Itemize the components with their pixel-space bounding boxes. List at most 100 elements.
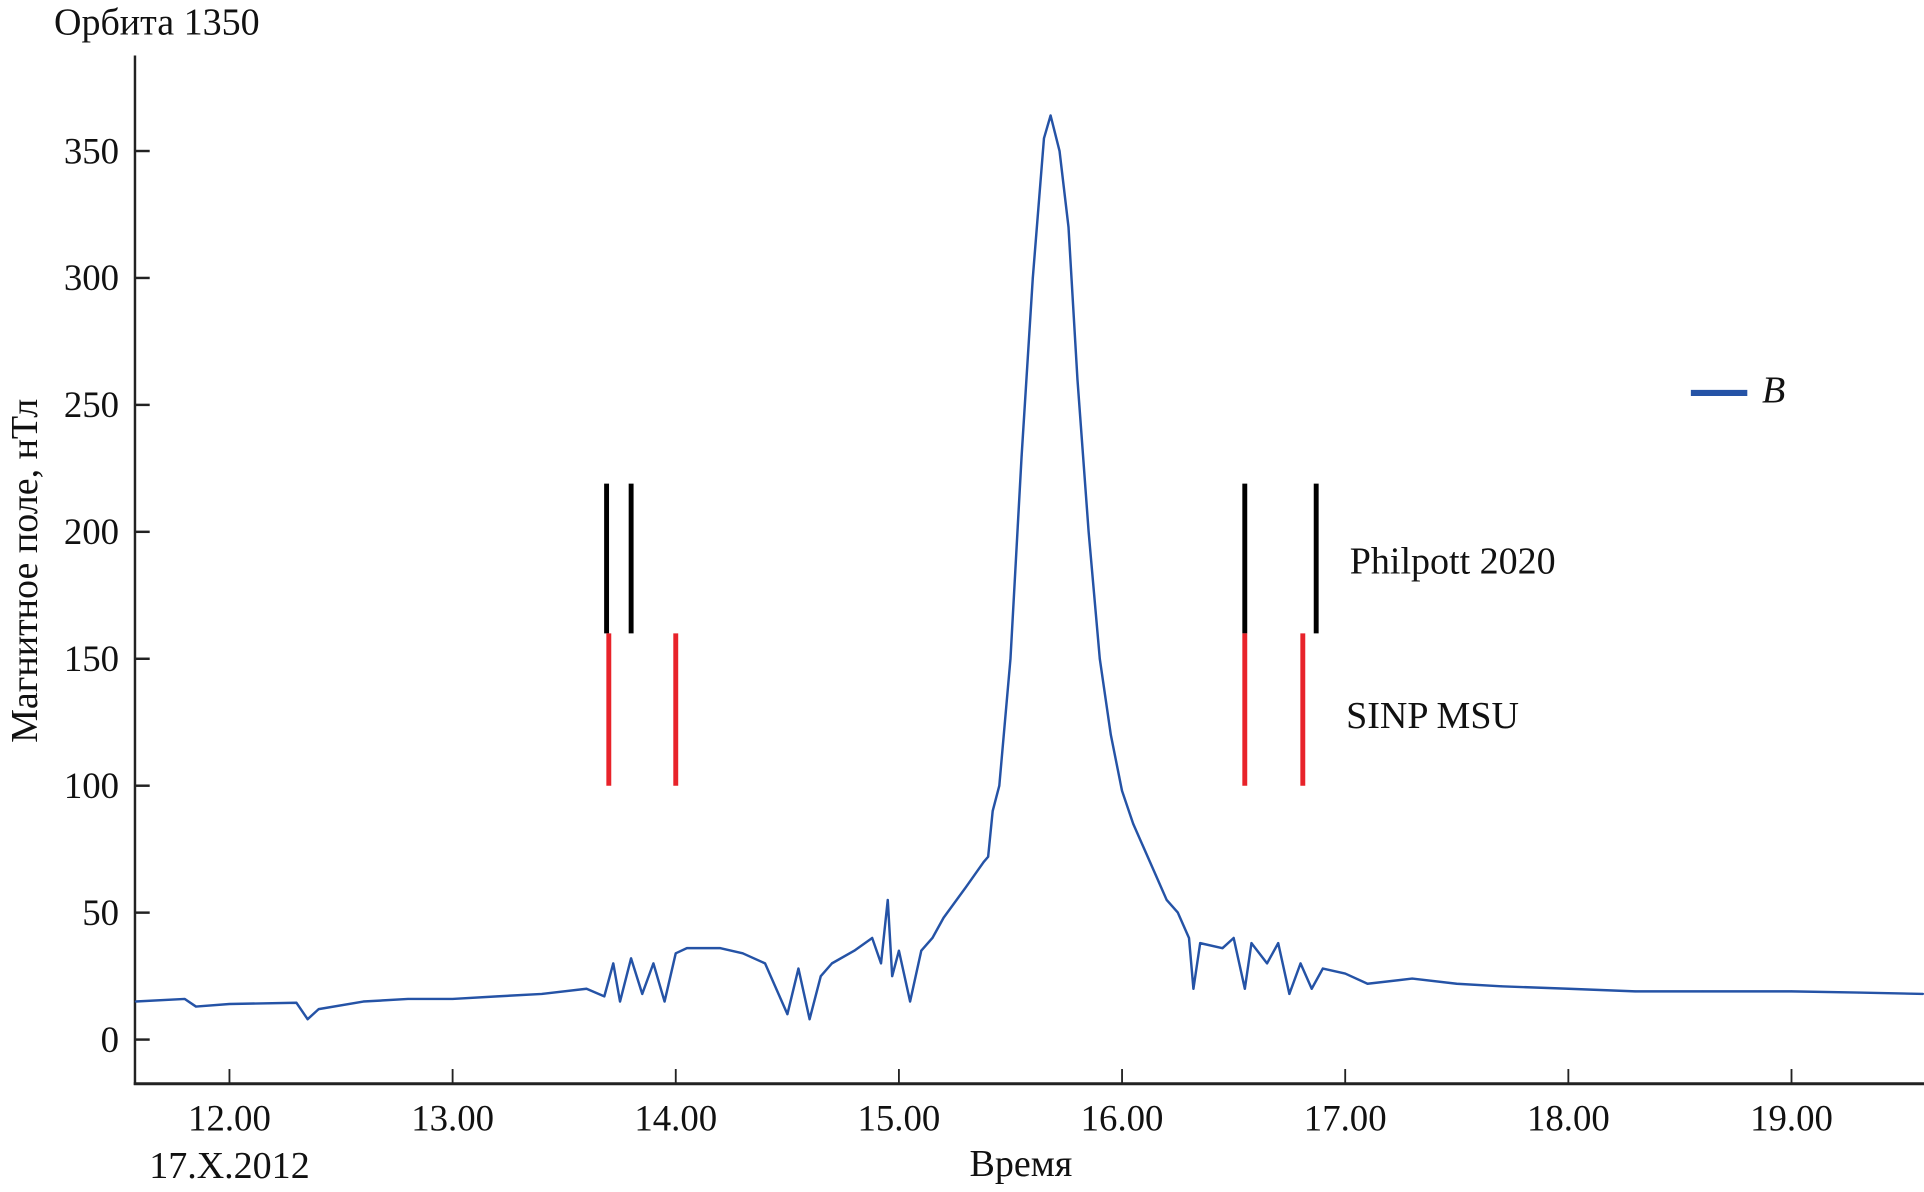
data-point [1344, 972, 1347, 975]
data-point [406, 997, 409, 1000]
data-point [1250, 942, 1253, 945]
data-point [1098, 657, 1101, 660]
data-point [451, 997, 454, 1000]
data-point [228, 1003, 231, 1006]
data-point [1188, 937, 1190, 940]
y-tick-label: 150 [64, 638, 119, 679]
data-point [641, 992, 644, 995]
data-point [1042, 137, 1045, 140]
data-point [1087, 530, 1090, 533]
data-point [1567, 987, 1570, 990]
data-point [306, 1018, 309, 1021]
data-point [786, 1013, 789, 1016]
data-point [775, 987, 778, 990]
marker-label-sinp: SINP MSU [1346, 695, 1519, 737]
data-point [1058, 150, 1061, 152]
marker-label-philpott: Philpott 2020 [1350, 540, 1556, 582]
data-point [942, 916, 945, 919]
data-point [982, 860, 985, 863]
data-point [1121, 789, 1124, 792]
data-point [1165, 898, 1168, 901]
y-tick-label: 350 [64, 130, 119, 171]
x-tick-label: 18.00 [1527, 1097, 1610, 1138]
date-label: 17.X.2012 [149, 1145, 310, 1187]
data-point [540, 992, 543, 995]
x-tick-label: 13.00 [411, 1097, 494, 1138]
data-point [886, 898, 889, 901]
data-point [1009, 657, 1012, 660]
data-point [1192, 987, 1195, 990]
data-point [674, 952, 677, 955]
data-point [1321, 967, 1324, 970]
x-axis-label: Время [970, 1143, 1073, 1185]
data-point [630, 957, 633, 960]
data-point [931, 937, 934, 940]
data-point [1634, 990, 1637, 993]
data-point [1455, 982, 1458, 985]
data-point [719, 947, 722, 950]
data-point [612, 962, 615, 965]
y-tick-label: 50 [82, 892, 119, 933]
data-point [1277, 942, 1280, 945]
data-point [317, 1008, 320, 1011]
data-point [819, 975, 822, 978]
data-point [797, 967, 800, 970]
data-point [134, 1000, 137, 1003]
data-point [685, 947, 688, 950]
data-point [585, 987, 588, 990]
data-point [1176, 911, 1179, 914]
series-line-b [135, 114, 1924, 1021]
y-tick-label: 300 [64, 257, 119, 298]
data-point [1266, 962, 1269, 965]
y-tick-label: 250 [64, 384, 119, 425]
x-tick-label: 12.00 [188, 1097, 271, 1138]
data-point [880, 962, 883, 965]
x-tick-label: 16.00 [1081, 1097, 1164, 1138]
data-point [991, 810, 994, 813]
y-tick-label: 0 [101, 1019, 119, 1060]
y-tick-label: 100 [64, 765, 119, 806]
x-tick-label: 14.00 [634, 1097, 717, 1138]
data-point [1366, 982, 1369, 985]
data-point [1411, 977, 1414, 980]
y-axis-label: Магнитное поле, нТл [4, 399, 46, 743]
data-point [1067, 226, 1070, 229]
data-point [362, 1000, 365, 1003]
data-point [1857, 991, 1860, 994]
data-point [1288, 992, 1291, 995]
data-point [1132, 822, 1135, 825]
data-point [1109, 733, 1112, 736]
x-tick-label: 17.00 [1304, 1097, 1387, 1138]
data-point [920, 949, 923, 952]
data-point [1020, 454, 1023, 457]
chart-title: Орбита 1350 [54, 2, 260, 44]
data-point [998, 784, 1001, 787]
data-point [1199, 942, 1202, 945]
data-point [1049, 114, 1052, 117]
data-point [1221, 947, 1224, 950]
data-point [1232, 937, 1235, 940]
data-point [183, 997, 186, 1000]
data-point [652, 962, 655, 965]
y-tick-label: 200 [64, 511, 119, 552]
data-point [897, 949, 900, 952]
data-point [1701, 990, 1704, 993]
data-point [1031, 276, 1034, 279]
legend-label-b: B [1762, 370, 1785, 412]
data-point [891, 975, 894, 978]
data-point [1790, 990, 1793, 993]
data-point [987, 855, 990, 858]
data-point [741, 952, 744, 955]
x-tick-label: 19.00 [1750, 1097, 1833, 1138]
x-tick-label: 15.00 [858, 1097, 941, 1138]
data-point [964, 886, 967, 889]
data-point [1299, 962, 1302, 965]
data-point [195, 1005, 197, 1008]
data-point [1143, 848, 1146, 851]
data-point [808, 1018, 811, 1021]
data-point [853, 949, 856, 952]
data-point [871, 937, 874, 940]
data-point [618, 1000, 621, 1003]
data-point [830, 962, 833, 965]
